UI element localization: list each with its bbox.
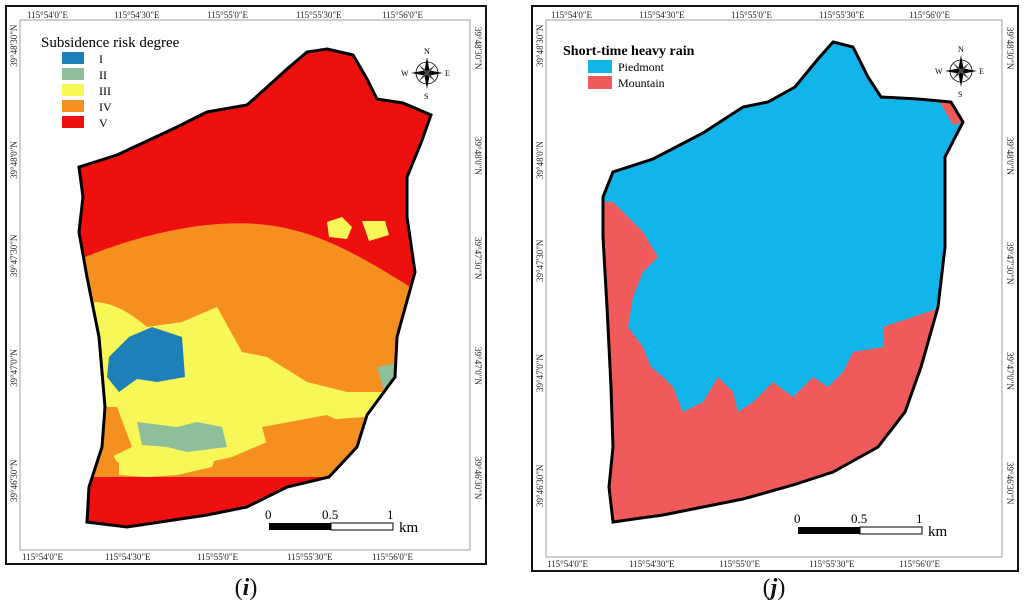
bottom-tick-label: 115°54'0"E [22,552,64,562]
bottom-tick-label: 115°56'0"E [899,559,941,569]
top-tick-label: 115°55'30"E [296,10,342,20]
scale-label: 0.5 [322,507,338,522]
scale-label: 0.5 [851,511,867,526]
caption-label: j [770,575,778,601]
legend-label: II [99,68,107,82]
compass-e: E [979,67,984,76]
left-tick-label: 39°47'30"N [535,239,545,282]
zone-ii [137,422,227,452]
scale-label: 0 [794,511,801,526]
legend-swatch-ii [62,68,84,80]
top-tick-label: 115°54'0"E [551,10,593,20]
left-tick-label: 39°48'30"N [9,24,19,67]
right-tick-label: 39°48'30"N [473,27,483,70]
bottom-tick-label: 115°54'0"E [547,559,589,569]
legend-swatch-i [62,52,84,64]
legend-swatch-mountain [588,76,612,89]
scale-label: 0 [265,507,272,522]
top-tick-label: 115°56'0"E [382,10,424,20]
zone-iii-strip [119,453,217,477]
compass-w: W [935,67,943,76]
legend-title: Subsidence risk degree [41,35,180,51]
caption-i: (i) [234,575,258,601]
left-tick-label: 39°48'0"N [535,141,545,179]
zone-iii-island [362,221,389,241]
left-tick-label: 39°46'30"N [9,459,19,502]
legend-label: III [99,84,111,98]
scale-unit: km [928,524,948,540]
legend-title: Short-time heavy rain [563,44,695,59]
neatline [545,19,1003,558]
basin-outline [77,47,433,529]
legend-label: IV [99,100,112,114]
top-tick-label: 115°56'0"E [909,10,951,20]
map-canvas-j: 115°54'0"E 115°54'30"E 115°55'0"E 115°55… [535,10,1015,569]
left-tick-label: 39°46'30"N [535,464,545,507]
bottom-tick-label: 115°55'30"E [809,559,855,569]
scale-unit: km [399,520,419,536]
top-tick-label: 115°55'30"E [819,10,865,20]
top-tick-label: 115°54'30"E [114,10,160,20]
legend-swatch-iii [62,84,84,96]
zone-iv-patch [262,415,352,445]
bottom-tick-label: 115°54'30"E [629,559,675,569]
legend-label: V [99,116,108,130]
scale-bar: 0 0.5 1 km [794,511,948,540]
basin-outline [601,40,965,524]
right-tick-label: 39°46'30"N [473,457,483,500]
legend-swatch-iv [62,100,84,112]
map-panel-i: 115°54'0"E 115°54'30"E 115°55'0"E 115°55… [5,5,487,565]
right-tick-label: 39°48'30"N [1005,27,1015,70]
top-tick-label: 115°54'0"E [27,10,69,20]
scale-bar: 0 0.5 1 km [265,507,419,536]
rain-zones-j [603,42,963,522]
legend-label: Piedmont [618,60,665,74]
right-tick-label: 39°47'30"N [473,237,483,280]
compass-s: S [424,92,428,101]
legend-label: I [99,52,103,66]
bottom-tick-label: 115°56'0"E [372,552,414,562]
scale-label: 1 [916,511,923,526]
bottom-tick-label: 115°55'0"E [197,552,239,562]
legend-label: Mountain [618,76,665,90]
legend-swatch-piedmont [588,60,612,73]
compass-rose-icon: N S E W [401,47,450,101]
top-tick-label: 115°54'30"E [639,10,685,20]
map-canvas-i: 115°54'0"E 115°54'30"E 115°55'0"E 115°55… [9,10,483,562]
scale-label: 1 [387,507,394,522]
compass-n: N [958,45,964,54]
left-tick-label: 39°47'0"N [535,354,545,392]
zone-i [107,327,185,392]
compass-w: W [401,69,409,78]
top-tick-label: 115°55'0"E [731,10,773,20]
compass-rose-icon: N S E W [935,45,984,99]
bottom-tick-label: 115°55'30"E [287,552,333,562]
right-tick-label: 39°47'0"N [473,347,483,385]
neatline [19,19,471,551]
right-tick-label: 39°46'30"N [1005,462,1015,505]
bottom-tick-label: 115°54'30"E [105,552,151,562]
zone-iii-island [327,217,352,239]
legend-swatch-v [62,116,84,128]
map-panel-j: 115°54'0"E 115°54'30"E 115°55'0"E 115°55… [531,5,1019,572]
left-tick-label: 39°48'0"N [9,141,19,179]
right-tick-label: 39°47'30"N [1005,242,1015,285]
compass-e: E [445,69,450,78]
right-tick-label: 39°48'0"N [473,137,483,175]
risk-zones-i [79,49,431,527]
left-tick-label: 39°47'0"N [9,349,19,387]
left-tick-label: 39°48'30"N [535,24,545,67]
caption-label: i [242,575,250,601]
compass-s: S [958,90,962,99]
left-tick-label: 39°47'30"N [9,234,19,277]
right-tick-label: 39°48'0"N [1005,137,1015,175]
caption-j: (j) [762,575,786,601]
top-tick-label: 115°55'0"E [207,10,249,20]
right-tick-label: 39°47'0"N [1005,352,1015,390]
bottom-tick-label: 115°55'0"E [719,559,761,569]
compass-n: N [424,47,430,56]
